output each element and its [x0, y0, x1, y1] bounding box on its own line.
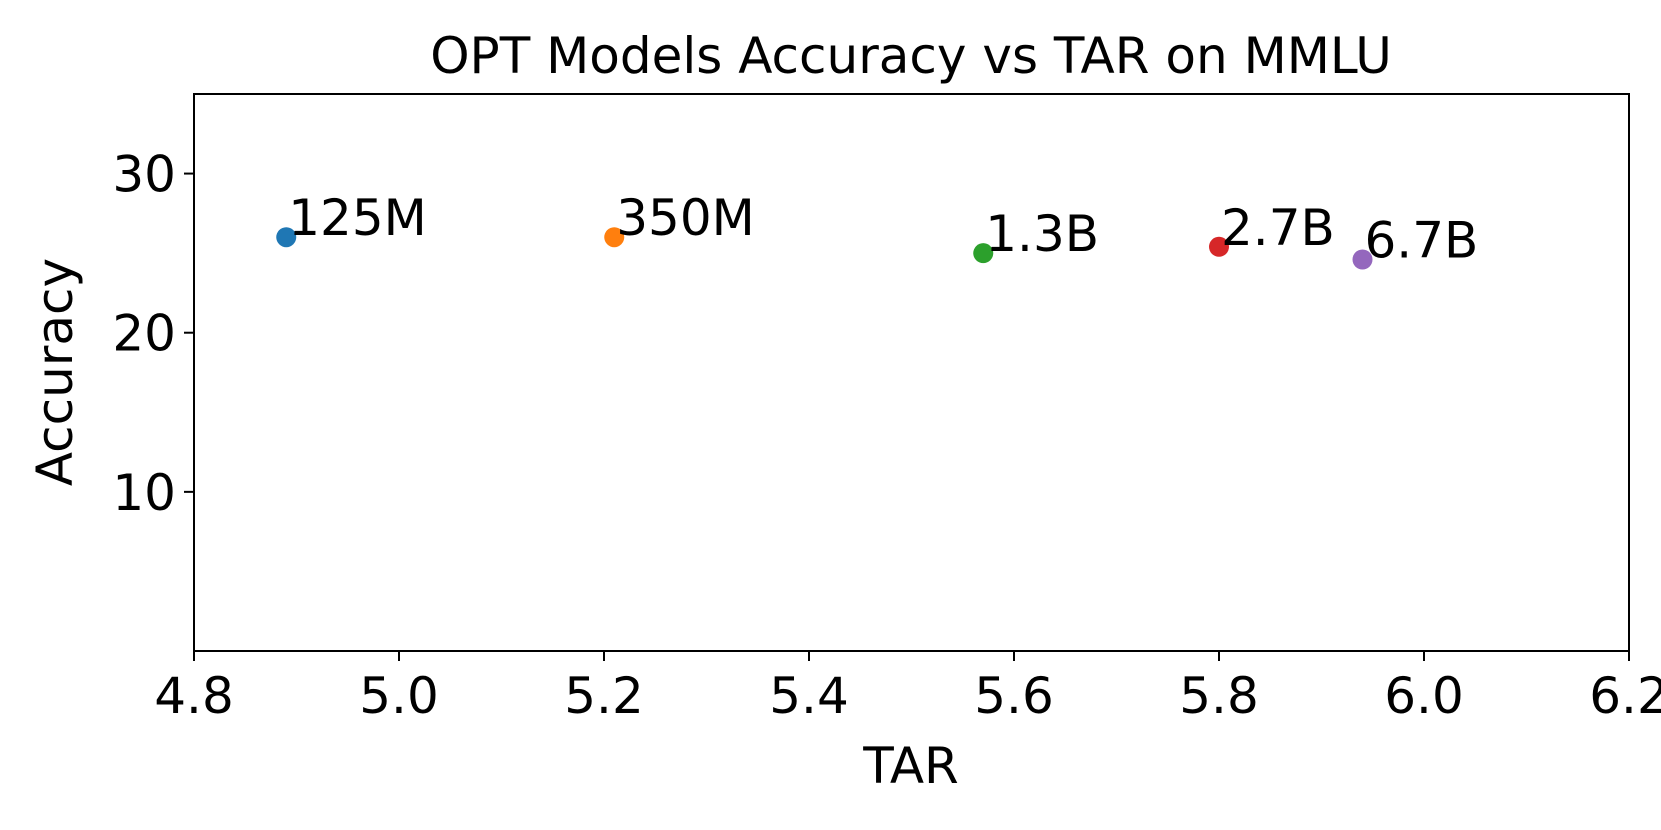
chart-title: OPT Models Accuracy vs TAR on MMLU — [430, 27, 1392, 85]
x-tick-label: 5.6 — [974, 667, 1054, 725]
plot-area-frame — [193, 93, 1630, 652]
x-axis-ticks: 4.8 5.0 5.2 5.4 5.6 5.8 6.0 6.2 — [154, 651, 1661, 725]
y-tick-label: 20 — [112, 305, 176, 363]
y-axis-ticks: 10 20 30 — [112, 146, 194, 522]
x-axis-label: TAR — [862, 737, 959, 795]
y-tick-label: 10 — [112, 464, 176, 522]
data-point — [1209, 236, 1229, 257]
x-tick-label: 6.0 — [1384, 667, 1464, 725]
data-point — [276, 227, 297, 248]
data-point-label: 6.7B — [1365, 212, 1479, 270]
data-point — [1352, 249, 1373, 270]
data-point — [604, 227, 625, 248]
data-point-label: 125M — [288, 189, 427, 247]
x-tick-label: 5.4 — [769, 667, 849, 725]
data-point-label: 2.7B — [1221, 199, 1335, 257]
y-axis-label: Accuracy — [26, 258, 84, 486]
data-point-label: 1.3B — [985, 205, 1099, 263]
x-tick-label: 5.8 — [1179, 667, 1259, 725]
x-tick-label: 6.2 — [1589, 667, 1661, 725]
data-points: 125M 350M 1.3B 2.7B 6.7B — [276, 189, 1479, 270]
x-tick-label: 5.0 — [359, 667, 439, 725]
x-tick-label: 5.2 — [564, 667, 644, 725]
x-tick-label: 4.8 — [154, 667, 234, 725]
data-point — [973, 243, 994, 264]
data-point-label: 350M — [616, 189, 755, 247]
y-tick-label: 30 — [112, 146, 176, 204]
